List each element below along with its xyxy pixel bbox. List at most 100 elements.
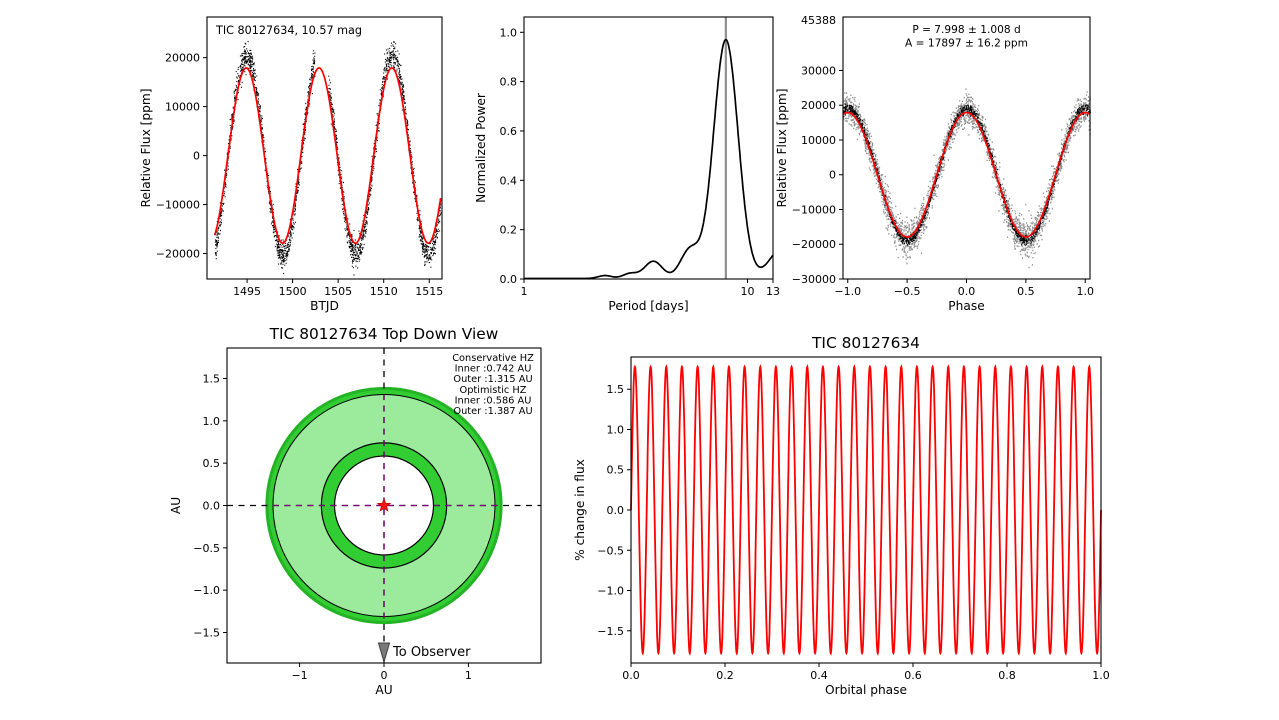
x-tick-label: 0.5	[1017, 285, 1035, 298]
reflection-axes: 0.0 0.2 0.4 0.6 0.8 1.0 −1.5 −1.0 −0.5 0.0 0.5 1.0 1…	[573, 334, 1110, 697]
y-axis-label: % change in flux	[573, 459, 587, 561]
axes-box	[523, 16, 774, 280]
y-tick-label: 0	[829, 169, 836, 182]
y-tick-label: 1.0	[500, 26, 518, 39]
x-tick-label: −1.0	[834, 285, 861, 298]
x-tick-label: 1510	[370, 285, 398, 298]
x-axis-label: Orbital phase	[825, 683, 907, 697]
model-line	[213, 67, 442, 245]
x-tick-label: 0.8	[998, 669, 1016, 682]
x-tick-label: 0.0	[622, 669, 640, 682]
y-tick-label: 0.0	[607, 504, 625, 517]
x-axis-label: BTJD	[310, 299, 339, 313]
y-tick-label: 0.0	[203, 500, 221, 513]
y-axis-label: Relative Flux [ppm]	[775, 88, 789, 207]
x-tick-label: 1515	[415, 285, 443, 298]
y-tick-label: −10000	[156, 199, 200, 212]
hz-annotation-line: Optimistic HZ	[459, 385, 526, 396]
y-tick-label: 0.6	[500, 125, 518, 138]
hz-annotation-line: Outer :1.315 AU	[453, 374, 532, 385]
phasefold-axes: −1.0 −0.5 0.0 0.5 1.0 −30000 −20000 −10000 0 1000…	[775, 16, 1095, 313]
y-tick-label: 0.0	[500, 273, 518, 286]
y-tick-label: 0.5	[203, 457, 221, 470]
topdown-axes: −1 0 1 −1.5 −1.0 −0.5 0.0 0.5 1.0 1.5 AU AU TIC 8012…	[169, 325, 542, 697]
x-tick-label: 1495	[233, 285, 261, 298]
y-axis-label: Relative Flux [ppm]	[139, 88, 153, 207]
y-tick-label: 1.5	[203, 372, 221, 385]
y-tick-label: 1.0	[203, 415, 221, 428]
reflection-curve	[630, 364, 1102, 656]
axes-box	[630, 356, 1102, 664]
y-tick-label: −1.0	[597, 585, 624, 598]
ymax-corner-label: 45388	[801, 14, 836, 27]
y-tick-label: 0.2	[500, 224, 518, 237]
lightcurve-axes: 1495 1500 1505 1510 1515 −20000 −10000 0 10000 20…	[139, 16, 443, 313]
hz-annotation-line: Conservative HZ	[452, 353, 534, 364]
inside-title: TIC 80127634, 10.57 mag	[215, 24, 362, 37]
y-tick-label: −20000	[792, 238, 836, 251]
power-curve	[524, 38, 774, 280]
y-tick-label: −0.5	[597, 544, 624, 557]
x-tick-label: −0.5	[894, 285, 921, 298]
x-tick-label: 0	[381, 669, 388, 682]
model-line	[842, 111, 1091, 238]
y-tick-label: 1.0	[607, 423, 625, 436]
x-tick-label: 1500	[279, 285, 307, 298]
y-tick-label: 1.5	[607, 383, 625, 396]
observer-arrow-label: To Observer	[392, 645, 471, 660]
y-tick-label: −1.0	[193, 584, 220, 597]
x-tick-label: 0.0	[958, 285, 976, 298]
hz-annotation-line: Outer :1.387 AU	[453, 406, 532, 417]
axes-box	[206, 16, 443, 280]
y-tick-label: −1.5	[597, 625, 624, 638]
x-tick-label: 0.2	[716, 669, 734, 682]
phasefold-plot: 45388 P = 7.998 ± 1.008 d A = 17897 ± 16.2…	[775, 14, 1094, 313]
plot-title: TIC 80127634	[811, 334, 920, 352]
hz-annotation-line: Inner :0.586 AU	[455, 395, 532, 406]
y-tick-label: 0.4	[500, 174, 518, 187]
x-axis-label: Phase	[948, 299, 984, 313]
plot-title: TIC 80127634 Top Down View	[269, 325, 499, 343]
fit-annotation-line: A = 17897 ± 16.2 ppm	[905, 38, 1028, 50]
x-tick-label: 13	[766, 285, 780, 298]
y-axis-label: Normalized Power	[474, 92, 488, 203]
periodogram-axes: 1 10 13 0.0 0.2 0.4 0.6 0.8 1.0 Period [days] Norm…	[474, 16, 780, 313]
y-tick-label: −10000	[792, 203, 836, 216]
y-tick-label: 10000	[801, 134, 836, 147]
x-tick-label: 0.6	[904, 669, 922, 682]
x-axis-label: Period [days]	[608, 299, 688, 313]
fit-annotation-line: P = 7.998 ± 1.008 d	[912, 24, 1020, 36]
y-tick-label: −0.5	[193, 542, 220, 555]
star-marker	[376, 497, 392, 512]
flux-scatter	[214, 40, 442, 276]
y-tick-label: 20000	[165, 52, 200, 65]
x-tick-label: 1.0	[1092, 669, 1110, 682]
y-tick-label: −20000	[156, 248, 200, 261]
x-tick-label: 1.0	[1077, 285, 1095, 298]
x-tick-label: 1	[465, 669, 472, 682]
y-tick-label: 0	[193, 150, 200, 163]
x-tick-label: 0.4	[810, 669, 828, 682]
x-tick-label: 10	[741, 285, 755, 298]
axes-box	[226, 347, 542, 664]
observer-arrow	[377, 642, 391, 664]
reflection-plot: 0.0 0.2 0.4 0.6 0.8 1.0 −1.5 −1.0 −0.5 0.0 0.5 1.0 1…	[573, 334, 1110, 697]
x-axis-label: AU	[375, 683, 392, 697]
x-tick-label: 1505	[324, 285, 352, 298]
y-tick-label: 10000	[165, 101, 200, 114]
y-tick-label: 0.8	[500, 76, 518, 89]
y-tick-label: −30000	[792, 273, 836, 286]
x-tick-label: −1	[291, 669, 307, 682]
hz-annotation-line: Inner :0.742 AU	[455, 364, 532, 375]
y-tick-label: 0.5	[607, 464, 625, 477]
y-tick-label: −1.5	[193, 627, 220, 640]
y-tick-label: 30000	[801, 64, 836, 77]
x-tick-label: 1	[521, 285, 528, 298]
y-tick-label: 20000	[801, 99, 836, 112]
axes-box	[842, 16, 1091, 280]
periodogram-plot: 1 10 13 0.0 0.2 0.4 0.6 0.8 1.0 Period [days] Norm…	[474, 16, 780, 313]
